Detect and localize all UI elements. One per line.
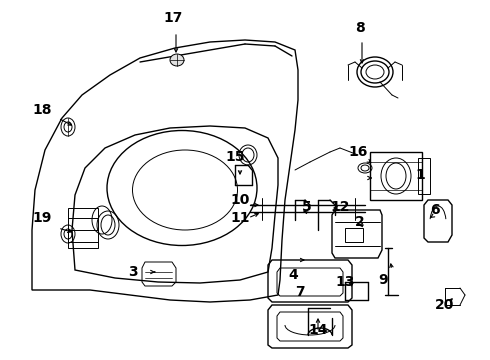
Text: 10: 10	[230, 193, 249, 207]
Text: 3: 3	[128, 265, 138, 279]
Text: 20: 20	[435, 298, 454, 312]
Bar	[345, 228, 363, 242]
Text: 1: 1	[415, 168, 425, 182]
Text: 9: 9	[378, 273, 388, 287]
Bar	[370, 152, 422, 200]
Text: 8: 8	[355, 21, 365, 35]
Text: 6: 6	[430, 203, 440, 217]
Text: 12: 12	[330, 200, 349, 214]
Text: 2: 2	[355, 215, 365, 229]
Text: 15: 15	[225, 150, 245, 164]
Text: 7: 7	[295, 285, 305, 299]
Bar	[68, 208, 98, 248]
Text: 13: 13	[335, 275, 354, 289]
Text: 16: 16	[348, 145, 368, 159]
Text: 17: 17	[163, 11, 182, 25]
Bar	[418, 158, 430, 194]
Text: 4: 4	[288, 268, 298, 282]
Text: 5: 5	[302, 200, 312, 214]
Text: 19: 19	[32, 211, 51, 225]
Ellipse shape	[170, 54, 184, 66]
Text: 18: 18	[32, 103, 51, 117]
Text: 11: 11	[230, 211, 249, 225]
Text: 14: 14	[308, 323, 327, 337]
